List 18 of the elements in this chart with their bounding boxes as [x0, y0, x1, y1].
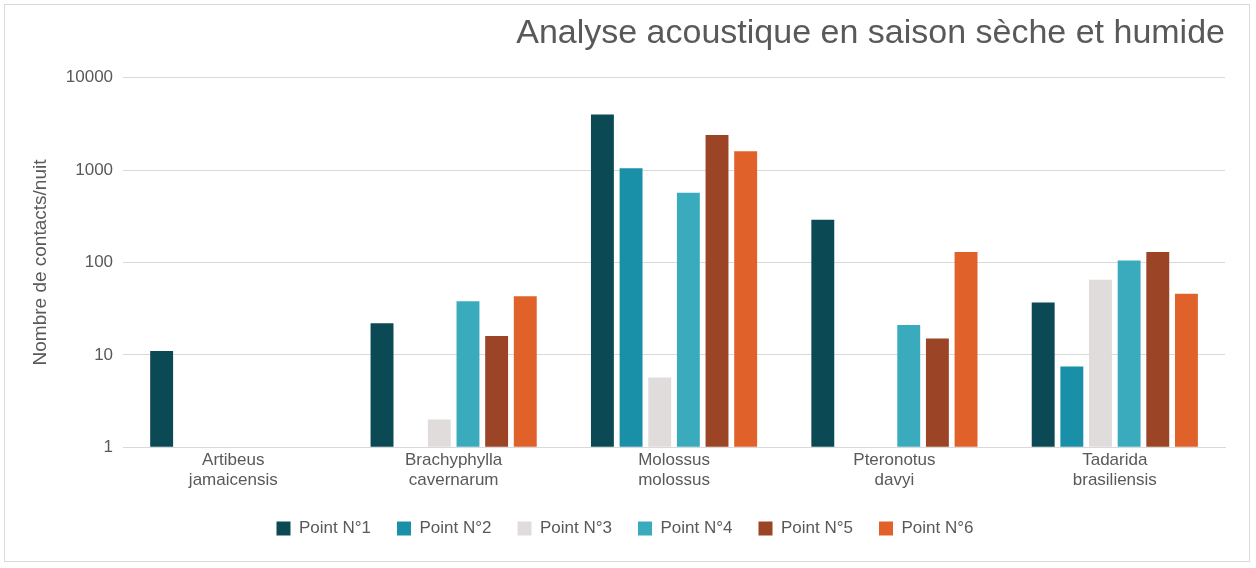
chart-title: Analyse acoustique en saison sèche et humide — [516, 11, 1225, 50]
y-axis-title: Nombre de contacts/nuit — [28, 158, 50, 366]
y-tick-label: 1000 — [75, 159, 114, 179]
x-tick-label: Brachyphylla cavernarum — [404, 450, 503, 490]
y-tick-label: 100 — [84, 252, 114, 272]
y-tick-label: 1 — [103, 436, 114, 456]
legend-label: Point N°2 — [419, 518, 492, 538]
y-tick-label: 10000 — [65, 67, 114, 87]
x-tick-label: Molossus molossus — [638, 450, 710, 490]
legend-label: Point N°1 — [299, 518, 372, 538]
x-tick-label: Artibeus jamaicensis — [187, 450, 278, 490]
x-tick-label: Tadarida brasiliensis — [1072, 450, 1157, 490]
legend-label: Point N°3 — [540, 518, 613, 538]
legend-label: Point N°5 — [781, 518, 854, 538]
legend-label: Point N°6 — [901, 518, 974, 538]
legend-label: Point N°4 — [660, 518, 733, 538]
y-tick-label: 10 — [94, 344, 114, 364]
x-tick-label: Pteronotus davyi — [853, 450, 936, 490]
